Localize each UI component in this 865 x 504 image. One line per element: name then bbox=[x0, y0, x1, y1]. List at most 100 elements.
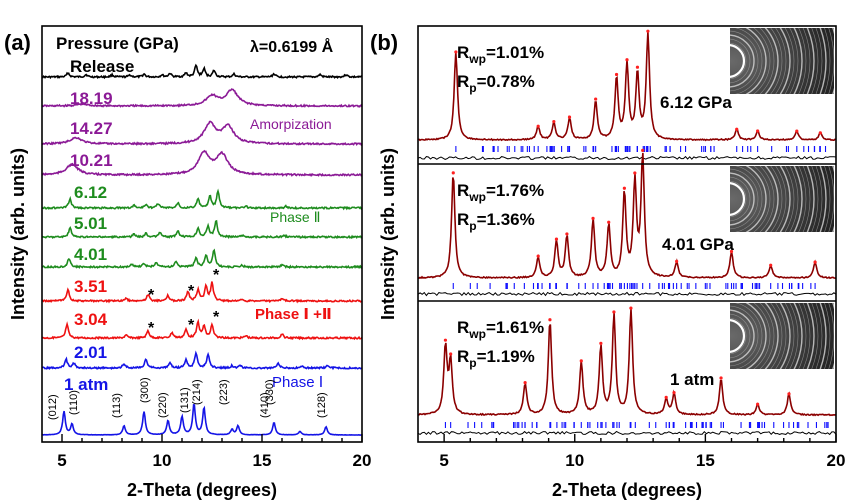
panel-b-xlabel: 2-Theta (degrees) bbox=[552, 480, 702, 500]
rwp-value-1: Rwp=1.01% bbox=[457, 43, 544, 66]
hkl-label: (223) bbox=[218, 379, 230, 405]
diffraction-ring bbox=[798, 28, 807, 94]
diffraction-ring bbox=[779, 28, 791, 94]
diffraction-ring bbox=[730, 305, 759, 367]
refinement-pressure-3: 1 atm bbox=[670, 370, 714, 389]
trace-9 bbox=[41, 318, 363, 341]
obs-point bbox=[523, 381, 527, 385]
rwp-value-2: Rwp=1.76% bbox=[457, 181, 544, 204]
trace-6 bbox=[41, 219, 363, 240]
diffraction-ring bbox=[789, 166, 799, 232]
pressure-label-8: 3.51 bbox=[74, 277, 107, 296]
diffraction-ring bbox=[730, 319, 746, 353]
diffraction-ring bbox=[730, 42, 747, 80]
diffraction-ring bbox=[753, 166, 771, 232]
panel-a-x-tick-label: 5 bbox=[57, 451, 66, 470]
obs-point bbox=[552, 119, 556, 124]
panel-a-x-tick-label: 15 bbox=[253, 451, 272, 470]
diffraction-ring bbox=[730, 30, 759, 92]
pressure-label-10: 2.01 bbox=[74, 343, 107, 362]
diffraction-ring bbox=[806, 28, 815, 94]
obs-point bbox=[646, 29, 650, 33]
panel-a-xlabel: 2-Theta (degrees) bbox=[127, 480, 277, 500]
diffraction-ring bbox=[819, 166, 827, 232]
obs-point bbox=[635, 65, 640, 69]
obs-point bbox=[813, 260, 817, 264]
phase-2-star-4: * bbox=[148, 320, 155, 337]
diffraction-ring bbox=[730, 313, 751, 359]
trace-4 bbox=[41, 149, 363, 177]
obs-point bbox=[787, 392, 791, 396]
panel-a-ylabel: Intensity (arb. units) bbox=[8, 148, 28, 320]
pressure-label-1: Release bbox=[70, 57, 134, 76]
phase-2-star-3: * bbox=[213, 267, 220, 284]
trace-5 bbox=[41, 188, 363, 211]
hkl-label: (330) bbox=[264, 379, 276, 405]
difference-curve bbox=[417, 155, 837, 161]
rp-value-3: Rp=1.19% bbox=[457, 347, 535, 370]
diffraction-ring bbox=[815, 166, 823, 232]
diffraction-ring bbox=[784, 166, 795, 232]
panel-b-ylabel: Intensity (arb. units) bbox=[378, 148, 398, 320]
hkl-label: (220) bbox=[157, 392, 169, 418]
diffraction-ring bbox=[753, 303, 771, 369]
wavelength-label: λ=0.6199 Å bbox=[250, 37, 334, 56]
diffraction-ring bbox=[824, 166, 831, 232]
diffraction-ring bbox=[745, 303, 767, 369]
panel-b-x-tick-label: 5 bbox=[439, 451, 448, 470]
diffraction-ring bbox=[789, 28, 799, 94]
calc-profile-2 bbox=[417, 152, 837, 280]
obs-point bbox=[756, 402, 760, 406]
panel-b-x-tick-label: 20 bbox=[827, 451, 846, 470]
diffraction-ring bbox=[730, 172, 755, 226]
obs-point bbox=[756, 129, 760, 133]
diffraction-ring bbox=[745, 28, 767, 94]
obs-point bbox=[633, 171, 637, 175]
diffraction-ring bbox=[815, 28, 823, 94]
diffraction-ring bbox=[770, 166, 783, 232]
obs-point bbox=[769, 263, 773, 267]
hkl-label: (410) bbox=[259, 392, 271, 418]
pressure-label-5: 6.12 bbox=[74, 183, 107, 202]
obs-point bbox=[664, 395, 668, 399]
diffraction-ring bbox=[819, 28, 827, 94]
hkl-label: (214) bbox=[191, 379, 203, 405]
rwp-value-3: Rwp=1.61% bbox=[457, 318, 544, 341]
diffraction-ring bbox=[793, 166, 803, 232]
pressure-label-6: 5.01 bbox=[74, 214, 107, 233]
diffraction-ring bbox=[775, 166, 787, 232]
diffraction-ring bbox=[730, 168, 759, 230]
diffraction-ring bbox=[730, 317, 747, 355]
obs-point bbox=[579, 359, 583, 363]
panel-a-x-tick-label: 10 bbox=[153, 451, 172, 470]
obs-point bbox=[567, 115, 572, 119]
diffraction-ring bbox=[730, 44, 746, 78]
rp-value-1: Rp=0.78% bbox=[457, 72, 535, 95]
obs-point bbox=[675, 259, 679, 263]
diffraction-ring bbox=[730, 180, 747, 218]
obs-point bbox=[614, 72, 619, 77]
rp-value-2: Rp=1.36% bbox=[457, 210, 535, 233]
calc-profile-3 bbox=[418, 308, 837, 417]
hkl-label: (131) bbox=[179, 387, 191, 413]
trace-3 bbox=[41, 120, 363, 147]
obs-point bbox=[641, 148, 645, 152]
diffraction-ring bbox=[734, 166, 763, 232]
ring-inset-1 bbox=[730, 28, 834, 94]
diffraction-ring bbox=[753, 28, 771, 94]
diffraction-ring bbox=[806, 166, 815, 232]
diffraction-ring bbox=[793, 28, 803, 94]
diffraction-ring bbox=[730, 38, 751, 84]
phase-2-star-1: * bbox=[148, 287, 155, 304]
trace-10 bbox=[41, 350, 363, 371]
diffraction-ring bbox=[775, 28, 787, 94]
panel-b-x-tick-label: 15 bbox=[696, 451, 715, 470]
panel-a-traces bbox=[41, 63, 363, 436]
diffraction-ring bbox=[730, 34, 755, 88]
diffraction-ring bbox=[802, 28, 811, 94]
diffraction-ring bbox=[770, 303, 783, 369]
diffraction-ring bbox=[730, 176, 751, 222]
diffraction-ring bbox=[802, 166, 811, 232]
obs-point bbox=[629, 306, 633, 310]
phase-1-2-label: Phase Ⅰ +Ⅱ bbox=[255, 306, 332, 323]
